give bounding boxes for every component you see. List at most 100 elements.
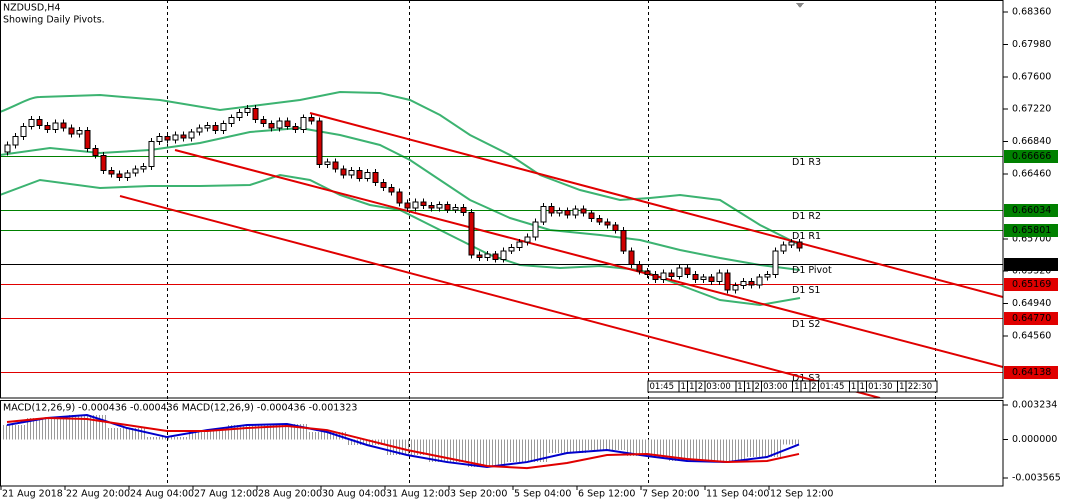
candle-body <box>492 253 499 260</box>
candle-body <box>316 120 323 166</box>
candle-body <box>636 263 643 272</box>
candle-body <box>380 182 387 189</box>
candle-body <box>596 217 603 223</box>
candle-body <box>556 210 563 214</box>
macd-histogram <box>627 439 667 457</box>
x-tick-label: 24 Aug 04:00 <box>130 489 194 500</box>
y-tick-label: 0.64940 <box>1012 298 1051 309</box>
time-marker: 01:45 <box>650 382 675 392</box>
y-tick-label: 0.66840 <box>1012 136 1051 147</box>
candle-body <box>564 210 571 216</box>
macd-line <box>6 414 800 469</box>
price-box <box>1004 204 1058 217</box>
candle-body <box>308 117 315 122</box>
candle-body <box>532 221 539 238</box>
candle-body <box>396 191 403 204</box>
candle-body <box>516 241 523 248</box>
candle-body <box>412 201 419 209</box>
pivot-price-label: 0.65402 <box>1012 259 1051 270</box>
candle-body <box>276 120 283 129</box>
candle-body <box>612 224 619 231</box>
candles <box>4 104 803 294</box>
candle-body <box>196 127 203 133</box>
macd-histogram <box>747 439 783 458</box>
candle-body <box>588 212 595 219</box>
macd-histogram <box>667 439 707 461</box>
pivot-price-label: 0.66666 <box>1012 151 1051 162</box>
candle-body <box>84 130 91 149</box>
time-marker-box <box>905 380 938 393</box>
pivot-name: D1 S1 <box>792 285 820 296</box>
candle-body <box>236 112 243 119</box>
candle-body <box>604 221 611 226</box>
candle-body <box>132 168 139 174</box>
pivot-price-label: 0.65801 <box>1012 225 1051 236</box>
macd-histogram <box>707 439 747 463</box>
x-tick-label: 22 Aug 20:00 <box>66 489 130 500</box>
candle-body <box>524 236 531 243</box>
candle-body <box>644 270 651 276</box>
candle-body <box>676 267 683 277</box>
time-marker: 1 <box>794 382 799 392</box>
time-marker: 2 <box>698 382 703 392</box>
time-marker: 1 <box>899 382 904 392</box>
macd-histogram <box>547 439 587 454</box>
macd-histogram <box>507 439 547 463</box>
candle-body <box>444 204 451 211</box>
candle-body <box>260 118 267 125</box>
candle-body <box>284 120 291 127</box>
macd-frame <box>0 400 1004 487</box>
candle-body <box>620 229 627 252</box>
pivot-name: D1 R2 <box>792 211 821 222</box>
candle-body <box>740 280 747 287</box>
macd-histogram <box>27 418 67 440</box>
macd-histogram <box>347 439 387 445</box>
y-tick-label: -0.003565 <box>1012 473 1061 484</box>
y-tick-label: 0.65320 <box>1012 266 1051 277</box>
x-tick-label: 6 Sep 12:00 <box>578 489 635 500</box>
time-marker: 1 <box>860 382 865 392</box>
candle-body <box>108 170 115 175</box>
candle-body <box>268 123 275 129</box>
candle-body <box>388 187 395 193</box>
candle-body <box>92 147 99 156</box>
candle-body <box>292 125 299 131</box>
candle-body <box>716 272 723 282</box>
candle-body <box>748 280 755 286</box>
time-marker: 1 <box>851 382 856 392</box>
candle-body <box>148 141 155 167</box>
axes: 0.68360 0.67980 0.67600 0.67220 0.66840 0.664… <box>0 7 1061 500</box>
y-tick-label: 0.67600 <box>1012 71 1051 82</box>
macd-title: MACD(12,26,9) -0.000436 -0.000436 MACD(1… <box>3 403 357 414</box>
candle-body <box>100 154 107 172</box>
chart-subtitle: Showing Daily Pivots. <box>3 15 105 26</box>
candle-body <box>580 208 587 214</box>
candle-body <box>36 118 43 126</box>
time-marker: 03:00 <box>706 382 731 392</box>
time-marker: 2 <box>755 382 760 392</box>
candle-body <box>332 161 339 170</box>
candle-body <box>684 267 691 276</box>
y-tick-label: 0.67980 <box>1012 39 1051 50</box>
candle-body <box>372 171 379 184</box>
macd-histogram <box>0 425 27 440</box>
candle-body <box>300 117 307 131</box>
candle-body <box>252 107 259 120</box>
price-box <box>1004 312 1058 325</box>
pivot-name: D1 R3 <box>792 157 821 168</box>
x-tick-label: 21 Aug 2018 <box>2 489 63 500</box>
macd-histogram <box>107 428 147 440</box>
candle-body <box>436 204 443 209</box>
y-tick-label: 0.64560 <box>1012 331 1051 342</box>
candle-body <box>468 211 475 256</box>
candle-body <box>700 276 707 281</box>
candle-body <box>500 250 507 260</box>
x-tick-label: 11 Sep 04:00 <box>706 489 769 500</box>
candle-body <box>476 254 483 259</box>
candle-body <box>732 285 739 291</box>
candle-body <box>228 117 235 125</box>
macd-line <box>6 417 800 470</box>
